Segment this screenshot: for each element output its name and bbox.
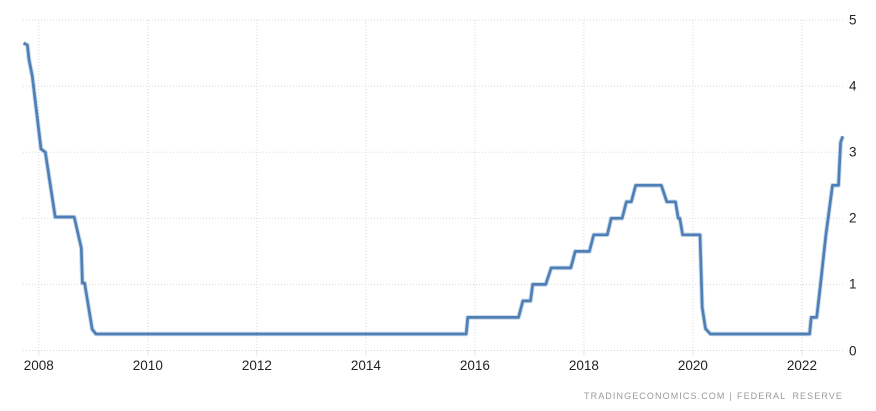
x-axis-tick-label: 2012 — [241, 358, 272, 373]
x-axis-tick-label: 2016 — [459, 358, 490, 373]
y-axis-tick-label: 0 — [849, 343, 857, 358]
attribution-source: FEDERAL RESERVE — [736, 391, 843, 401]
x-axis-tick-label: 2008 — [23, 358, 54, 373]
y-axis-tick-label: 4 — [849, 78, 857, 94]
x-axis-tick-label: 2010 — [132, 358, 163, 373]
x-axis-tick-label: 2022 — [786, 358, 817, 373]
rate-line — [22, 41, 845, 336]
x-axis-tick-label: 2018 — [568, 358, 599, 373]
attribution-brand: TRADINGECONOMICS.COM — [584, 391, 726, 401]
x-axis-tick-label: 2014 — [350, 358, 381, 373]
y-axis-tick-label: 3 — [849, 144, 857, 160]
y-axis-tick-label: 2 — [849, 210, 857, 226]
y-axis-tick-label: 1 — [849, 276, 857, 292]
attribution-separator: | — [729, 391, 733, 401]
y-axis-tick-label: 5 — [849, 12, 857, 28]
x-axis-tick-label: 2020 — [677, 358, 708, 373]
line-halo — [22, 41, 845, 337]
attribution: TRADINGECONOMICS.COM | FEDERAL RESERVE — [582, 391, 845, 401]
